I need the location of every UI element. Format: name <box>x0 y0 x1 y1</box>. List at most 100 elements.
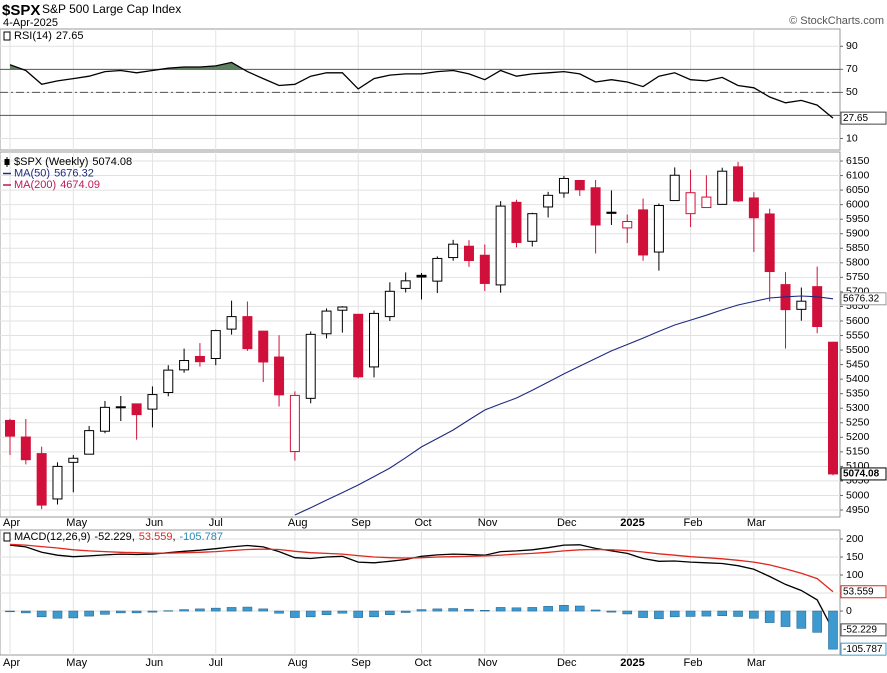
value-badge <box>840 111 887 125</box>
histogram-bar <box>84 610 94 617</box>
candle-body <box>479 254 490 284</box>
histogram-bar <box>828 610 838 650</box>
x-tick-label: Feb <box>684 517 703 529</box>
y-tick-label: 6000 <box>846 198 870 210</box>
badge-label: 27.65 <box>843 113 868 124</box>
histogram-bar <box>163 610 174 612</box>
candle-body <box>574 180 585 191</box>
histogram-bar <box>590 609 601 612</box>
histogram-bar <box>606 610 617 613</box>
y-tick-label: 5500 <box>846 344 870 356</box>
histogram-bar <box>36 610 47 618</box>
x-tick-label: Jun <box>145 657 163 669</box>
badge-label: 5676.32 <box>843 293 880 304</box>
line <box>9 61 834 119</box>
histogram-bar <box>131 610 142 614</box>
candle-body <box>701 196 712 209</box>
histogram-bar <box>385 610 395 615</box>
y-tick-label: 6150 <box>846 155 870 167</box>
legend: MA(200) 4674.09 <box>14 179 100 191</box>
y-tick-label: 5950 <box>846 213 870 225</box>
histogram-bar <box>574 605 585 612</box>
y-tick-label: 5250 <box>846 417 870 429</box>
histogram-bar <box>226 607 237 612</box>
x-tick-label: Nov <box>478 657 498 669</box>
value-badge <box>840 623 887 637</box>
legend-value: 53.559 <box>139 531 173 543</box>
badge-label: 53.559 <box>843 586 874 597</box>
legend-title: MACD(12,26,9) <box>14 531 90 543</box>
y-tick-label: 90 <box>846 40 858 52</box>
candle-body <box>68 457 79 463</box>
security-name: S&P 500 Large Cap Index <box>42 2 181 16</box>
histogram-bar <box>337 610 348 614</box>
panel-frame <box>0 529 841 656</box>
value-badge <box>840 467 887 481</box>
legend-value: -105.787 <box>180 531 223 543</box>
x-tick-label: Aug <box>288 657 308 669</box>
plot-layer: 1050709049505000505051005150520052505300… <box>0 28 887 669</box>
candle-body <box>369 312 380 368</box>
histogram-bar <box>622 610 633 615</box>
candle-body <box>115 406 126 409</box>
x-tick-label: Nov <box>478 517 498 529</box>
y-tick-label: 5300 <box>846 402 870 414</box>
value-badge <box>840 642 887 656</box>
source: © StockCharts.com <box>789 15 884 27</box>
histogram-bar <box>495 607 506 612</box>
candle-body <box>527 213 538 242</box>
legend-name: MA(50) <box>14 167 50 179</box>
x-tick-label: Oct <box>415 517 432 529</box>
candle-body <box>20 436 31 461</box>
histogram-bar <box>353 610 363 618</box>
candle-body <box>210 330 221 359</box>
y-tick-label: 0 <box>846 605 852 617</box>
candle-body <box>321 310 332 335</box>
candle-body <box>36 453 47 506</box>
candle-body <box>685 192 696 215</box>
histogram-bar <box>638 610 648 618</box>
y-tick-label: 150 <box>846 551 864 563</box>
candle-body <box>463 245 474 261</box>
histogram-bar <box>52 610 63 619</box>
y-tick-label: 5200 <box>846 431 870 443</box>
histogram-bar <box>68 610 79 619</box>
histogram-bar <box>290 610 300 618</box>
histogram-bar <box>685 610 696 617</box>
histogram-bar <box>115 610 126 614</box>
x-tick-label: Sep <box>351 657 371 669</box>
histogram-bar <box>21 610 31 614</box>
moving-average <box>294 295 834 516</box>
y-tick-label: 5150 <box>846 446 870 458</box>
candle-body <box>764 213 775 273</box>
candle-body <box>400 280 411 289</box>
candle-body <box>590 187 601 226</box>
panel-frame <box>0 151 841 518</box>
x-tick-label: Sep <box>351 517 371 529</box>
histogram-bar <box>195 608 205 612</box>
y-tick-label: 5400 <box>846 373 870 385</box>
y-tick-label: 100 <box>846 569 864 581</box>
candle-body <box>669 174 680 202</box>
y-tick-label: 5450 <box>846 358 870 370</box>
candle-body <box>543 194 554 208</box>
histogram-bar <box>210 607 221 612</box>
histogram-bar <box>701 610 712 617</box>
candle-body <box>131 403 142 416</box>
candle-body <box>84 430 95 455</box>
line <box>9 543 834 593</box>
histogram-bar <box>305 610 316 618</box>
candle-body <box>638 209 649 256</box>
x-tick-label: Apr <box>3 517 20 529</box>
histogram-bar <box>669 610 680 618</box>
overbought-fill <box>10 62 833 70</box>
y-tick-label: 5600 <box>846 315 870 327</box>
legend-icon <box>3 532 11 542</box>
candle-body <box>653 205 664 253</box>
legend-separator: , <box>132 531 135 543</box>
histogram-bar <box>321 610 332 615</box>
x-tick-label: Oct <box>415 657 432 669</box>
badge-label: -52.229 <box>843 625 877 636</box>
candle-body <box>289 394 300 453</box>
y-tick-label: 5800 <box>846 257 870 269</box>
